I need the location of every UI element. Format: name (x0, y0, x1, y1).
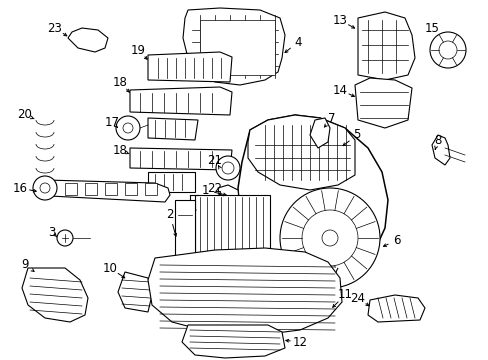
Text: 24: 24 (350, 292, 365, 305)
Text: 10: 10 (102, 261, 117, 274)
Bar (195, 195, 269, 295)
Text: 12: 12 (292, 336, 307, 348)
Polygon shape (130, 148, 231, 170)
Polygon shape (354, 78, 411, 128)
Polygon shape (357, 12, 414, 80)
Text: 1: 1 (201, 184, 208, 197)
Text: 18: 18 (112, 76, 127, 89)
Bar (85, 183, 97, 195)
Polygon shape (40, 180, 170, 202)
Polygon shape (258, 260, 337, 296)
Polygon shape (231, 215, 251, 250)
Polygon shape (148, 52, 231, 82)
Text: 15: 15 (424, 22, 439, 35)
Circle shape (190, 277, 196, 283)
Polygon shape (22, 268, 88, 322)
Text: 3: 3 (48, 225, 56, 238)
Text: 7: 7 (327, 112, 335, 125)
Text: 8: 8 (433, 134, 441, 147)
Text: 19: 19 (130, 44, 145, 57)
Bar (145, 183, 157, 195)
Circle shape (216, 156, 240, 180)
Text: 5: 5 (353, 129, 360, 141)
Circle shape (57, 230, 73, 246)
Text: 14: 14 (332, 84, 347, 96)
Text: 2: 2 (166, 208, 173, 221)
Circle shape (190, 207, 196, 213)
Text: 20: 20 (18, 108, 32, 122)
Text: 18: 18 (112, 144, 127, 157)
Circle shape (321, 230, 337, 246)
Circle shape (302, 210, 357, 266)
Text: 11: 11 (337, 288, 352, 302)
Circle shape (280, 188, 379, 288)
Polygon shape (367, 295, 424, 322)
Bar (65, 183, 77, 195)
Text: 23: 23 (47, 22, 62, 35)
Circle shape (429, 32, 465, 68)
Polygon shape (148, 248, 341, 335)
Polygon shape (148, 172, 195, 192)
Polygon shape (218, 185, 240, 215)
Polygon shape (118, 272, 152, 312)
Bar (175, 200, 195, 295)
Circle shape (40, 183, 50, 193)
Polygon shape (309, 118, 329, 148)
Polygon shape (182, 325, 285, 358)
Text: 4: 4 (294, 36, 301, 49)
Polygon shape (148, 118, 198, 140)
Polygon shape (68, 28, 108, 52)
Text: 9: 9 (21, 258, 29, 271)
Circle shape (123, 123, 133, 133)
Bar (125, 183, 137, 195)
Polygon shape (247, 115, 354, 190)
Polygon shape (130, 87, 231, 115)
Text: 16: 16 (13, 181, 27, 194)
Text: 6: 6 (392, 234, 400, 247)
Polygon shape (200, 20, 274, 75)
Bar (105, 183, 117, 195)
Polygon shape (183, 8, 285, 85)
Polygon shape (431, 135, 449, 165)
Text: 17: 17 (104, 116, 119, 129)
Circle shape (222, 162, 234, 174)
Circle shape (33, 176, 57, 200)
Text: 13: 13 (332, 13, 347, 27)
Text: 21: 21 (207, 153, 222, 166)
Circle shape (116, 116, 140, 140)
Polygon shape (238, 115, 387, 282)
Text: 22: 22 (207, 181, 222, 194)
Circle shape (438, 41, 456, 59)
